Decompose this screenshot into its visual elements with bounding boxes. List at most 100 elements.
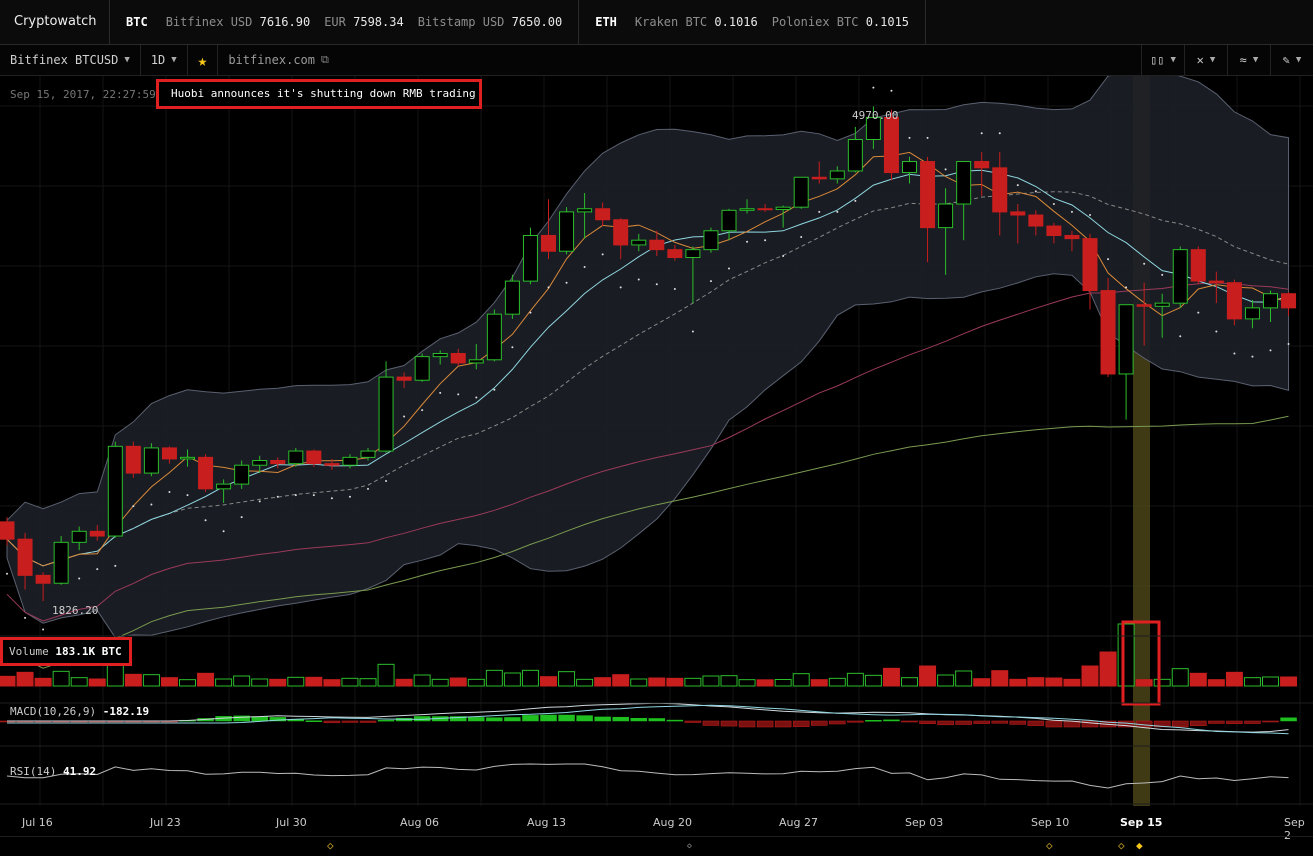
candle-body xyxy=(432,353,448,358)
indicators-icon: ≈ xyxy=(1239,53,1247,67)
indicators-button[interactable]: ≈ ▼ xyxy=(1227,45,1270,75)
market-select[interactable]: Bitfinex BTCUSD ▼ xyxy=(0,45,141,75)
macd-bar xyxy=(756,720,774,728)
candle-body xyxy=(89,530,105,537)
macd-bar xyxy=(540,714,557,722)
chart-type-button[interactable]: ▯▯ ▼ xyxy=(1141,45,1184,75)
date-label: Jul 16 xyxy=(22,816,53,829)
ticker-quote[interactable]: EUR 7598.34 xyxy=(324,15,404,29)
interval-select[interactable]: 1D ▼ xyxy=(141,45,188,75)
volume-bar xyxy=(503,672,521,687)
candle-body xyxy=(504,280,520,315)
date-label: Sep 2 xyxy=(1284,816,1305,842)
macd-bar xyxy=(450,716,467,722)
volume-bar xyxy=(937,674,955,687)
macd-bar xyxy=(666,719,684,722)
rsi-label: RSI(14) 41.92 xyxy=(10,765,97,778)
moving-average-100 xyxy=(6,282,1289,622)
low-price-label: 1826.20 xyxy=(52,604,99,617)
event-marker-icon[interactable]: ◆ xyxy=(1136,839,1143,852)
volume-bar xyxy=(594,677,612,687)
candle-body xyxy=(721,209,737,232)
psar-dot xyxy=(493,388,496,391)
ticker-quote[interactable]: Bitfinex USD 7616.90 xyxy=(165,15,311,29)
volume-bar xyxy=(558,671,576,687)
exchange-link[interactable]: bitfinex.com ⧉ xyxy=(228,53,329,67)
psar-dot xyxy=(312,494,315,497)
psar-dot xyxy=(403,415,406,418)
candle-body xyxy=(107,445,123,537)
psar-dot xyxy=(150,503,153,506)
candle-body xyxy=(667,249,683,259)
ticker-quote[interactable]: Bitstamp USD 7650.00 xyxy=(417,15,563,29)
candle-body xyxy=(234,464,250,485)
candle-body xyxy=(252,460,268,466)
psar-dot xyxy=(348,495,351,498)
psar-dot xyxy=(385,479,388,482)
volume-bar xyxy=(251,678,269,687)
volume-bar xyxy=(1189,672,1207,687)
chevron-down-icon: ▼ xyxy=(171,55,177,65)
event-marker-icon[interactable]: ◇ xyxy=(1046,839,1053,852)
psar-dot xyxy=(691,330,694,333)
volume-bar xyxy=(431,678,449,687)
event-marker-icon[interactable]: ◇ xyxy=(687,841,692,850)
event-markers: ◇ ◇ ◇ ◇ ◆ xyxy=(0,836,1313,856)
macd-bar xyxy=(684,720,702,723)
psar-dot xyxy=(60,612,63,615)
psar-dot xyxy=(1251,355,1254,358)
candle-body xyxy=(883,116,899,174)
candle-body xyxy=(17,538,33,576)
event-marker-icon[interactable]: ◇ xyxy=(327,839,334,852)
candle-body xyxy=(613,219,629,246)
event-marker-icon[interactable]: ◇ xyxy=(1118,839,1125,852)
app-brand[interactable]: Cryptowatch xyxy=(0,0,110,44)
psar-dot xyxy=(872,86,875,89)
volume-bar xyxy=(449,677,467,687)
macd-bar xyxy=(720,720,738,727)
event-annotation[interactable]: Huobi announces it's shutting down RMB t… xyxy=(156,79,482,109)
candle-body xyxy=(685,249,701,259)
volume-bar xyxy=(305,676,323,687)
volume-bar xyxy=(377,663,395,687)
psar-dot xyxy=(655,283,658,286)
psar-dot xyxy=(1125,286,1128,289)
ticker-currency[interactable]: ETH xyxy=(595,15,617,29)
psar-dot xyxy=(980,132,983,135)
macd-bar xyxy=(883,719,900,722)
candle-body xyxy=(216,483,232,490)
psar-dot xyxy=(565,281,568,284)
ticker-quote[interactable]: Kraken BTC 0.1016 xyxy=(634,15,758,29)
psar-dot xyxy=(24,616,27,619)
volume-bar xyxy=(179,679,196,687)
ticker-currency[interactable]: BTC xyxy=(126,15,148,29)
volume-bar xyxy=(124,673,142,687)
candle-body xyxy=(486,313,502,361)
volume-bar xyxy=(52,670,70,687)
macd-bar xyxy=(792,720,810,727)
macd-bar xyxy=(1009,720,1027,725)
ticker-quote[interactable]: Poloniex BTC 0.1015 xyxy=(771,15,910,29)
macd-bar xyxy=(1172,720,1189,728)
crosshair-button[interactable]: ✕ ▼ xyxy=(1184,45,1227,75)
psar-dot xyxy=(746,240,749,243)
candle-body xyxy=(1118,304,1134,375)
candle-body xyxy=(703,230,719,251)
volume-bar xyxy=(16,671,34,687)
favorite-button[interactable]: ★ xyxy=(188,45,219,75)
psar-dot xyxy=(96,568,99,571)
candle-body xyxy=(938,203,954,229)
macd-bar xyxy=(504,717,521,722)
external-link-icon: ⧉ xyxy=(321,53,329,66)
moving-average-dashed xyxy=(6,191,1289,567)
ticker-group-eth: ETH Kraken BTC 0.1016 Poloniex BTC 0.101… xyxy=(579,0,927,44)
macd-bar xyxy=(558,714,575,722)
candle-body xyxy=(1082,238,1098,292)
candle-body xyxy=(270,460,286,465)
psar-dot xyxy=(421,409,424,412)
volume-bar xyxy=(1171,668,1189,687)
volume-bar xyxy=(395,678,413,687)
price-chart[interactable] xyxy=(0,76,1313,836)
macd-bar xyxy=(702,720,720,726)
draw-button[interactable]: ✎ ▼ xyxy=(1270,45,1313,75)
